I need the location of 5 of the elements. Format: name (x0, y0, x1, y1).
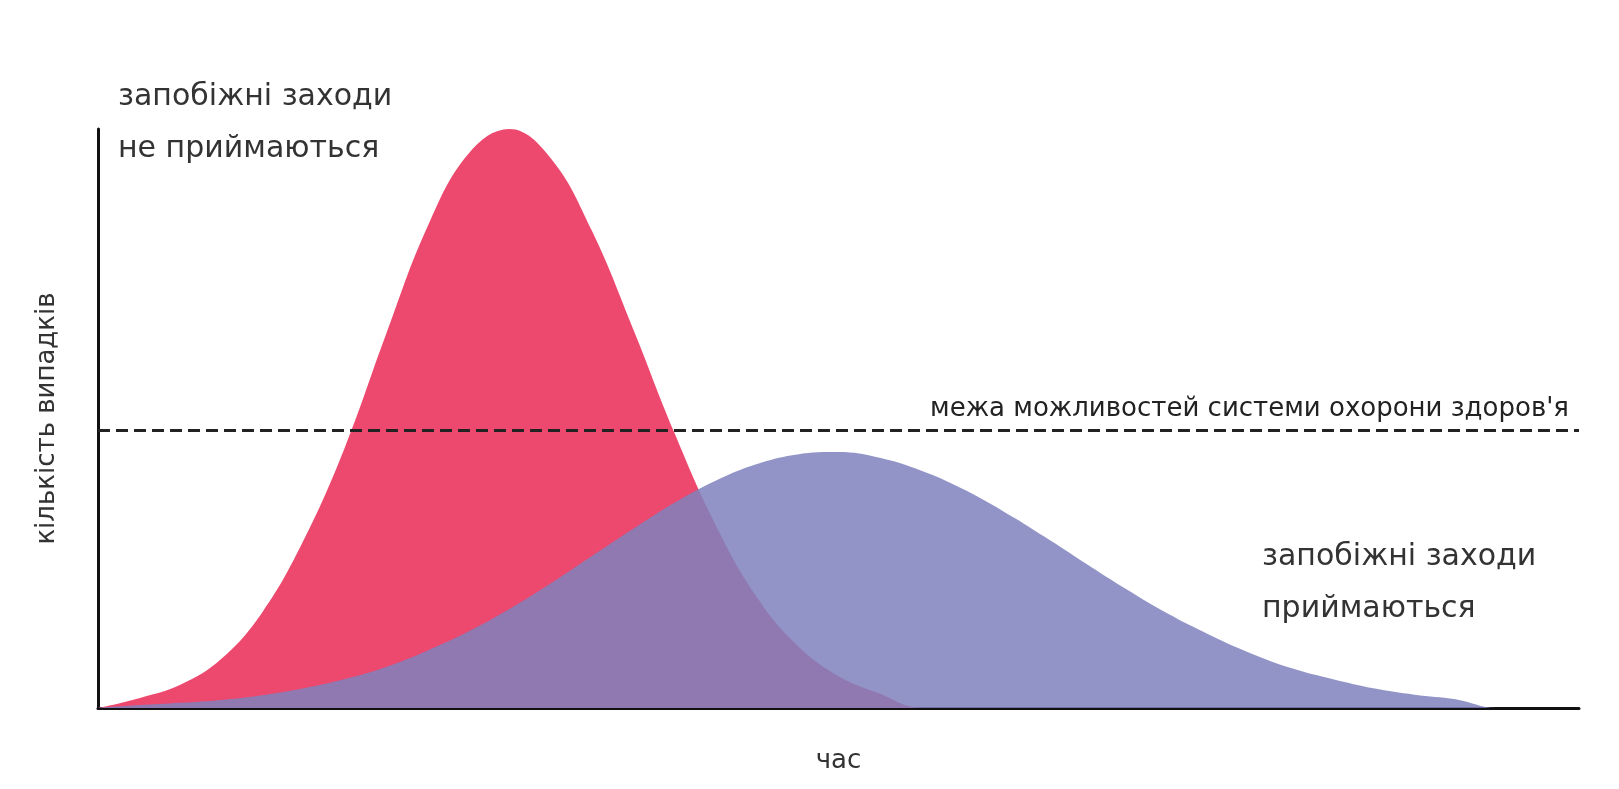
series-label: запобіжні заходи приймаються (1262, 536, 1537, 624)
ref-line-label: межа можливостей системи охорони здоров'я (930, 392, 1569, 423)
series-label: запобіжні заходи не приймаються (118, 76, 393, 164)
y-axis-title: кількість випадків (30, 292, 60, 545)
x-axis-title: час (815, 744, 862, 774)
